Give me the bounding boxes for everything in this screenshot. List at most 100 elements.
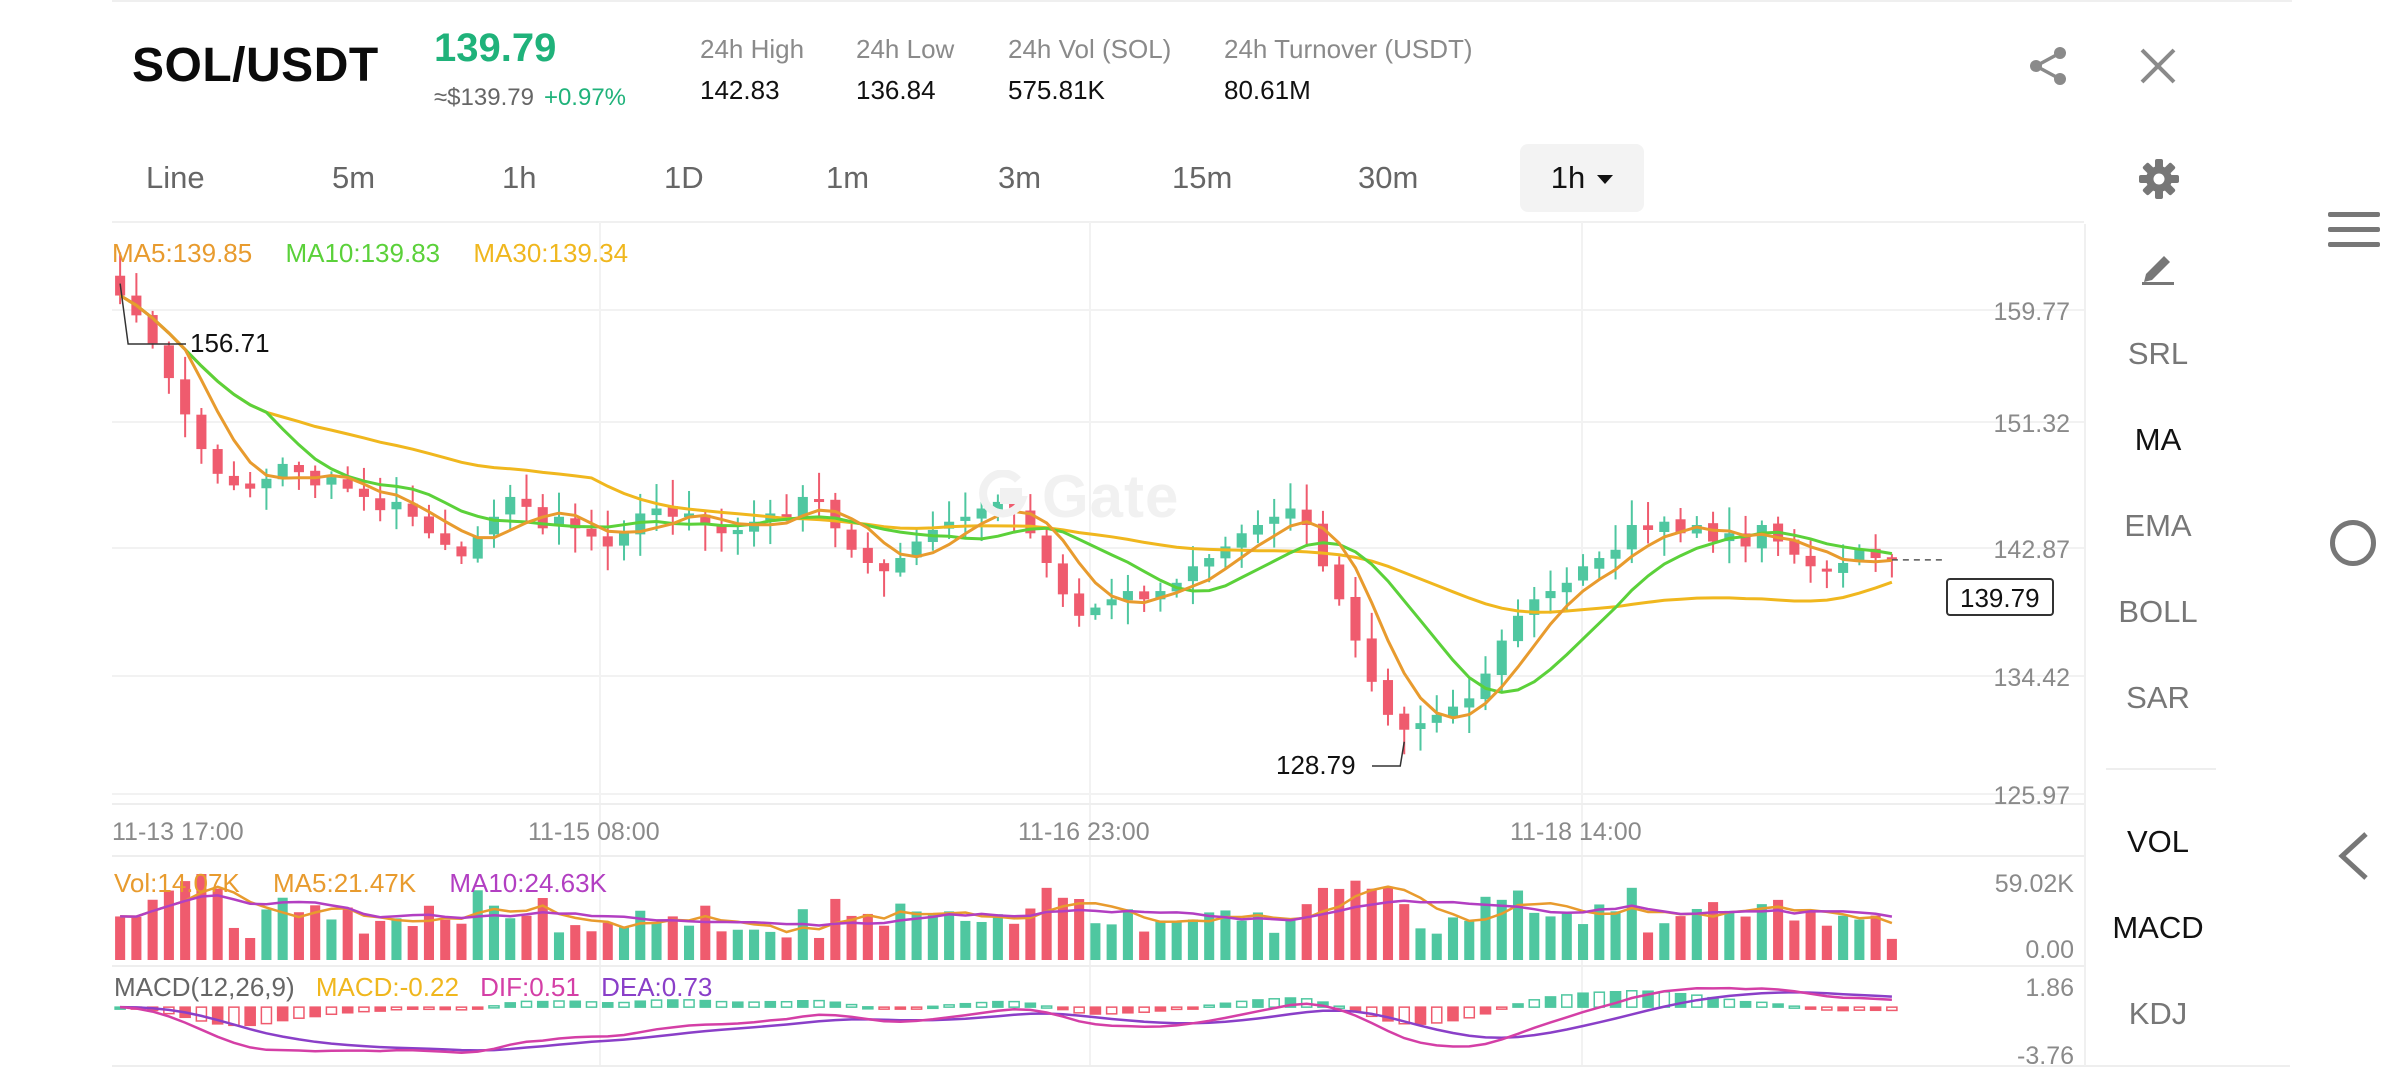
price-tick: 151.32 [1993,410,2070,438]
macd-hist-up [1219,1002,1232,1008]
indicator-macd[interactable]: MACD [2112,910,2204,945]
volume-bar-up [1577,924,1589,960]
indicator-srl[interactable]: SRL [2127,336,2189,371]
home-circle-icon[interactable] [2330,520,2376,566]
stat-value: 136.84 [856,75,936,105]
volume-bar-up [1594,904,1605,960]
macd-hist-down [1886,1006,1898,1012]
share-icon[interactable] [2026,44,2070,88]
tab-1h[interactable]: 1h [502,160,537,195]
volume-bar-up [1447,917,1459,960]
candle-up [1577,566,1589,581]
candle-up [749,521,760,532]
tab-5m[interactable]: 5m [332,160,376,195]
indicator-boll[interactable]: BOLL [2118,594,2198,629]
chevron-down-icon [1597,175,1614,185]
price-tick: 142.87 [1993,536,2070,564]
volume-bar-down [310,905,321,960]
back-icon[interactable] [2336,830,2372,882]
gear-icon[interactable] [2138,158,2180,200]
indicator-sar[interactable]: SAR [2126,680,2190,715]
tab-1m[interactable]: 1m [826,160,870,195]
time-label: 11-18 14:00 [1510,818,1642,846]
macd-hist-up [1512,1003,1524,1008]
candle-down [440,533,451,545]
volume-bar-up [797,909,808,960]
candle-down [1399,713,1410,730]
macd-hist-down [1089,1006,1102,1015]
candle-down [1821,568,1832,572]
candle-up [960,516,971,521]
indicator-ma[interactable]: MA [2134,422,2182,457]
candle-up [1415,723,1426,730]
macd-hist-up [1723,998,1736,1008]
volume-bar-up [1155,920,1166,960]
candle-down [456,546,467,557]
volume-bar-down [1740,916,1751,960]
macd-hist-up [504,1002,517,1008]
macd-hist-down [1057,1006,1069,1011]
volume-bar-down [1805,909,1816,960]
stat-value: 575.81K [1008,75,1105,105]
tab-1d[interactable]: 1D [664,160,704,195]
volume-bar-down [212,888,223,960]
macd-hist-down [325,1006,338,1016]
tab-30m[interactable]: 30m [1358,160,1419,195]
candle-down [245,483,256,489]
tab-3m[interactable]: 3m [998,160,1042,195]
volume-bar-up [1220,910,1231,960]
macd-hist-up [780,1000,793,1008]
stat-value: 142.83 [700,75,780,105]
candle-down [1334,564,1345,600]
volume-bar-down [293,912,304,960]
volume-bar-up [553,932,565,960]
volume-bar-down [1708,902,1719,960]
legend-macd-name: MACD(12,26,9) [114,972,295,1002]
stat-24h-turnover: 24h Turnover (USDT) 80.61M [1224,34,1473,106]
macd-hist-up [1674,992,1687,1008]
volume-bar-up [1187,919,1198,960]
candle-up [732,529,743,535]
candle-down [1805,555,1816,567]
macd-hist-down [910,1006,923,1010]
macd-hist-up [699,999,712,1008]
stat-label: 24h Vol (SOL) [1008,34,1172,64]
volume-bar-down [602,922,613,960]
indicator-kdj[interactable]: KDJ [2128,996,2188,1031]
macd-hist-up [1788,1005,1801,1009]
legend-ma5: MA5:139.85 [112,238,253,268]
candle-up [505,496,516,515]
macd-hist-up [634,1000,647,1008]
volume-bar-down [1074,899,1085,960]
tab-line[interactable]: Line [146,160,205,195]
menu-icon[interactable] [2328,210,2380,250]
indicator-ema[interactable]: EMA [2124,508,2192,543]
macd-hist-down [1414,1006,1427,1025]
tab-interval-dropdown[interactable]: 1h [1520,144,1644,212]
volume-bar-up [895,903,906,960]
candle-up [1431,714,1442,723]
time-label: 11-15 08:00 [528,818,660,846]
macd-hist-down [471,1006,484,1010]
pair-title[interactable]: SOL/USDT [132,39,379,92]
candle-up [1285,508,1296,519]
indicator-vol[interactable]: VOL [2126,824,2190,859]
candle-up [472,536,483,559]
volume-bar-up [277,897,288,960]
close-icon[interactable] [2136,44,2180,88]
pencil-icon[interactable] [2138,246,2178,286]
indicator-divider [2106,768,2216,770]
candle-down [293,464,304,473]
tab-15m[interactable]: 15m [1172,160,1233,195]
macd-hist-down [439,1006,452,1011]
top-divider [112,0,2292,2]
macd-hist-up [813,999,825,1008]
candle-up [1496,640,1507,676]
macd-hist-up [732,1001,744,1008]
macd-hist-down [1447,1006,1459,1022]
macd-hist-down [1495,1006,1508,1010]
macd-hist-up [1284,997,1297,1008]
tab-interval-label: 1h [1550,160,1586,195]
volume-bar-down [196,874,207,960]
